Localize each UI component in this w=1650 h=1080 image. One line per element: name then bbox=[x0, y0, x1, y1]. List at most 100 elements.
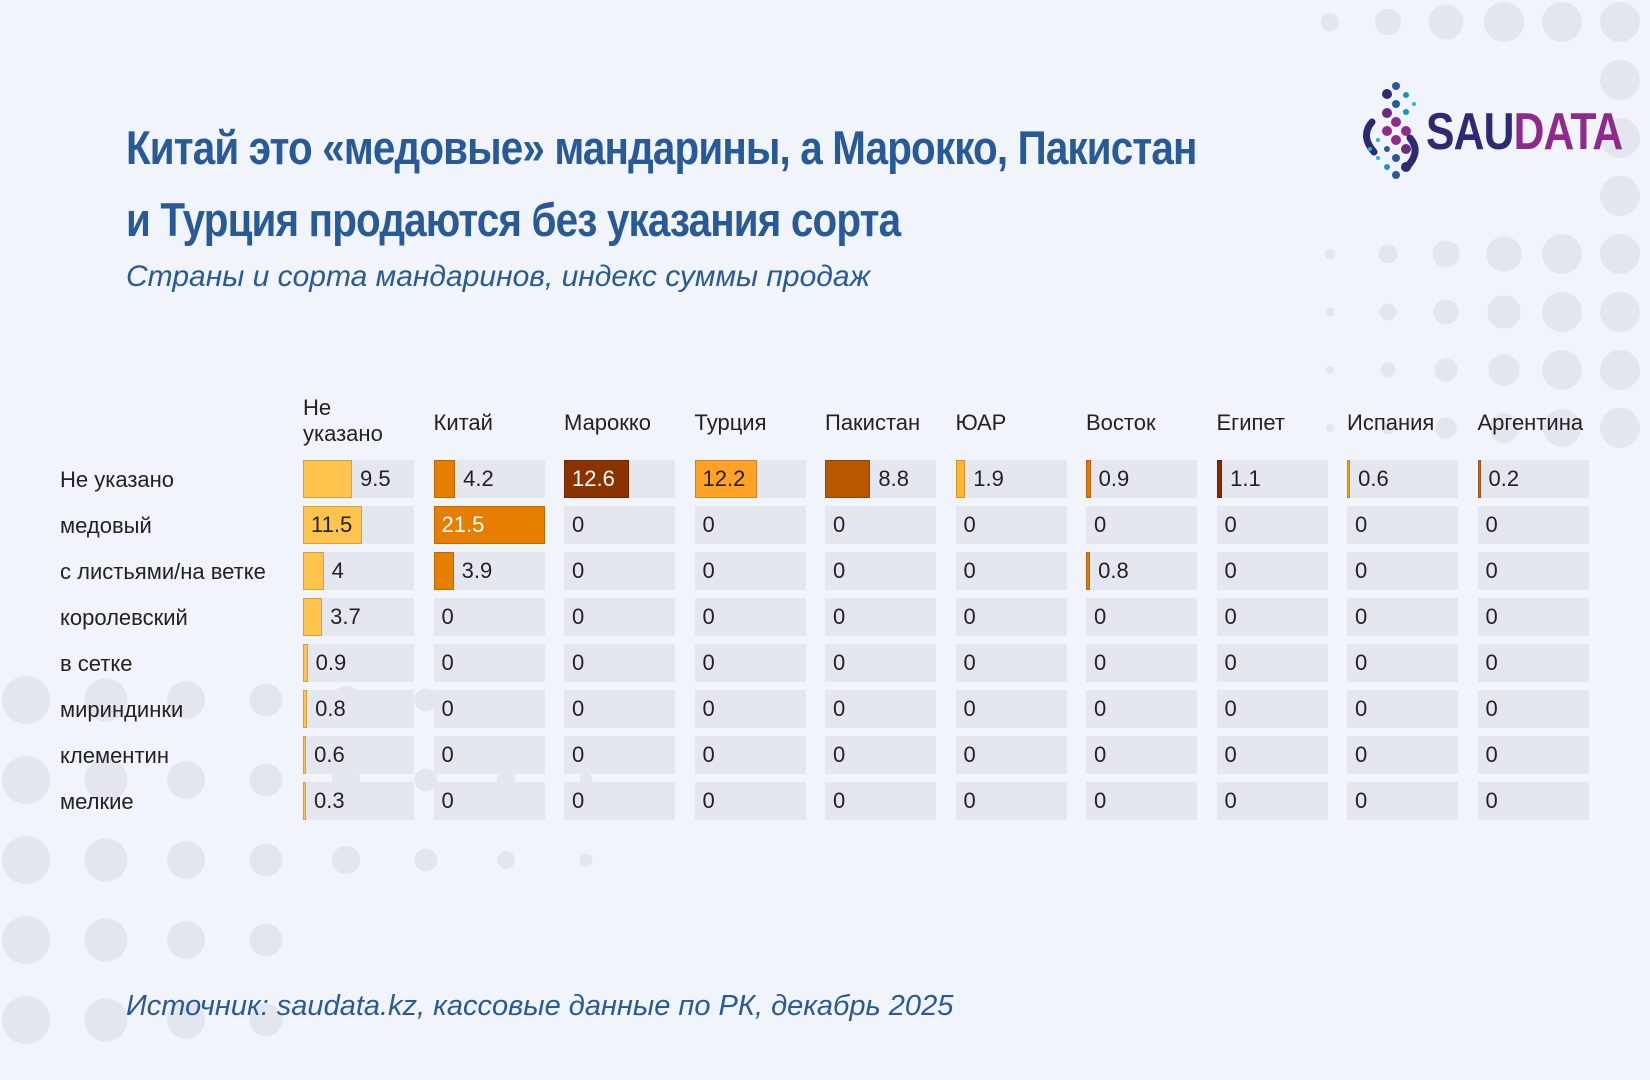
column-header: Аргентина bbox=[1477, 410, 1584, 435]
decor-dot bbox=[414, 848, 438, 872]
heatmap-cell: 0 bbox=[564, 690, 675, 728]
cell-value: 0 bbox=[1485, 742, 1498, 767]
cell-value: 0.8 bbox=[315, 696, 346, 721]
heatmap-cell: 0 bbox=[1086, 506, 1197, 544]
decor-dot bbox=[1543, 409, 1581, 447]
heatmap-cell: 0 bbox=[564, 644, 675, 682]
cell-value: 0 bbox=[572, 742, 585, 767]
heatmap-cell: 0 bbox=[1477, 506, 1589, 544]
decor-dot bbox=[1542, 292, 1582, 332]
heatmap-cell: 0 bbox=[955, 644, 1067, 682]
heatmap-cell: 0 bbox=[433, 644, 545, 682]
row-label: мелкие bbox=[60, 789, 134, 814]
heatmap-cell: 0 bbox=[1477, 690, 1589, 728]
decor-dot bbox=[84, 758, 128, 802]
heatmap-cell: 0.2 bbox=[1477, 460, 1589, 498]
decor-dot bbox=[2, 996, 50, 1044]
decor-dot bbox=[1542, 350, 1582, 390]
cell-value: 0.6 bbox=[314, 742, 345, 767]
value-bar bbox=[1086, 460, 1091, 498]
heatmap-cell: 0 bbox=[433, 782, 545, 820]
decor-dot bbox=[1326, 366, 1334, 374]
cell-value: 0 bbox=[1485, 788, 1498, 813]
heatmap-cell: 0 bbox=[955, 598, 1067, 636]
row-label: Не указано bbox=[60, 467, 175, 492]
cell-value: 0 bbox=[1094, 512, 1107, 537]
cell-value: 0 bbox=[441, 742, 454, 767]
heatmap-cell: 0 bbox=[1086, 782, 1197, 820]
heatmap-cell: 0 bbox=[1347, 598, 1458, 636]
cell-value: 0 bbox=[702, 696, 715, 721]
cell-value: 0.8 bbox=[1098, 558, 1129, 583]
saudata-logo: SAUDATA bbox=[1358, 80, 1623, 180]
heatmap-cell: 0 bbox=[1216, 506, 1328, 544]
decor-dot bbox=[1600, 292, 1640, 332]
heatmap-cell: 4.2 bbox=[433, 460, 545, 498]
value-bar bbox=[433, 460, 456, 498]
row-label: медовый bbox=[60, 513, 152, 538]
cell-value: 0 bbox=[1485, 696, 1498, 721]
decor-dot bbox=[167, 1001, 205, 1039]
heatmap-cell: 0 bbox=[1477, 598, 1589, 636]
title-line-1: Китай это «медовые» мандарины, а Марокко… bbox=[126, 121, 1197, 174]
heatmap-cell: 0 bbox=[694, 690, 806, 728]
decor-dot bbox=[332, 846, 360, 874]
heatmap-cell: 0 bbox=[1347, 736, 1458, 774]
decor-dot bbox=[167, 841, 205, 879]
cell-value: 0 bbox=[1485, 650, 1498, 675]
decor-dot bbox=[1378, 244, 1398, 264]
cell-value: 0 bbox=[1224, 696, 1237, 721]
cell-value: 0 bbox=[833, 558, 846, 583]
heatmap-cell: 0 bbox=[955, 690, 1067, 728]
logo-wordmark: SAUDATA bbox=[1426, 103, 1623, 161]
column-header: ЮАР bbox=[955, 410, 1007, 435]
cell-value: 0 bbox=[441, 650, 454, 675]
cell-value: 1.9 bbox=[973, 466, 1004, 491]
cell-value: 0 bbox=[1485, 558, 1498, 583]
heatmap-cell: 3.9 bbox=[433, 552, 545, 590]
cell-value: 0 bbox=[963, 558, 976, 583]
decor-dot bbox=[1600, 350, 1640, 390]
decor-dot bbox=[1542, 2, 1582, 42]
row-label: королевский bbox=[60, 605, 188, 630]
heatmap-cell: 0 bbox=[564, 552, 675, 590]
logo-mark-icon bbox=[1363, 82, 1419, 179]
value-bar bbox=[825, 460, 871, 498]
cell-value: 0 bbox=[441, 604, 454, 629]
cell-value: 0 bbox=[572, 650, 585, 675]
heatmap-cell: 0.9 bbox=[1086, 460, 1197, 498]
heatmap-cell: 0 bbox=[955, 736, 1067, 774]
decor-dot bbox=[249, 763, 283, 797]
heatmap-cell: 0 bbox=[1347, 782, 1458, 820]
column-header: Восток bbox=[1086, 410, 1156, 435]
row-label: с листьями/на ветке bbox=[60, 559, 266, 584]
decor-dot bbox=[1484, 2, 1524, 42]
heatmap-cell: 0 bbox=[564, 782, 675, 820]
value-bar bbox=[694, 460, 758, 498]
cell-value: 0 bbox=[1094, 742, 1107, 767]
heatmap-cell: 12.6 bbox=[564, 460, 675, 498]
decor-dot bbox=[1379, 303, 1397, 321]
decor-dot bbox=[167, 921, 205, 959]
heatmap-cell: 8.8 bbox=[825, 460, 936, 498]
cell-value: 0 bbox=[572, 696, 585, 721]
decor-dot bbox=[579, 853, 593, 867]
decor-dot bbox=[249, 923, 283, 957]
cell-value: 0 bbox=[1224, 512, 1237, 537]
cell-value: 0 bbox=[833, 650, 846, 675]
decor-dot bbox=[414, 768, 438, 792]
heatmap-cell: 0 bbox=[1347, 690, 1458, 728]
cell-value: 3.7 bbox=[330, 604, 361, 629]
heatmap-cell: 0 bbox=[1347, 644, 1458, 682]
heatmap-cell: 1.9 bbox=[955, 460, 1067, 498]
cell-value: 0 bbox=[1355, 512, 1368, 537]
heatmap-cell: 0 bbox=[825, 690, 936, 728]
value-bar bbox=[564, 460, 630, 498]
heatmap-cell: 1.1 bbox=[1216, 460, 1328, 498]
heatmap-cell: 0 bbox=[1086, 598, 1197, 636]
heatmap-cell: 0 bbox=[1216, 644, 1328, 682]
cell-value: 0 bbox=[1485, 512, 1498, 537]
decor-dot bbox=[84, 998, 128, 1042]
decor-dot bbox=[497, 851, 515, 869]
